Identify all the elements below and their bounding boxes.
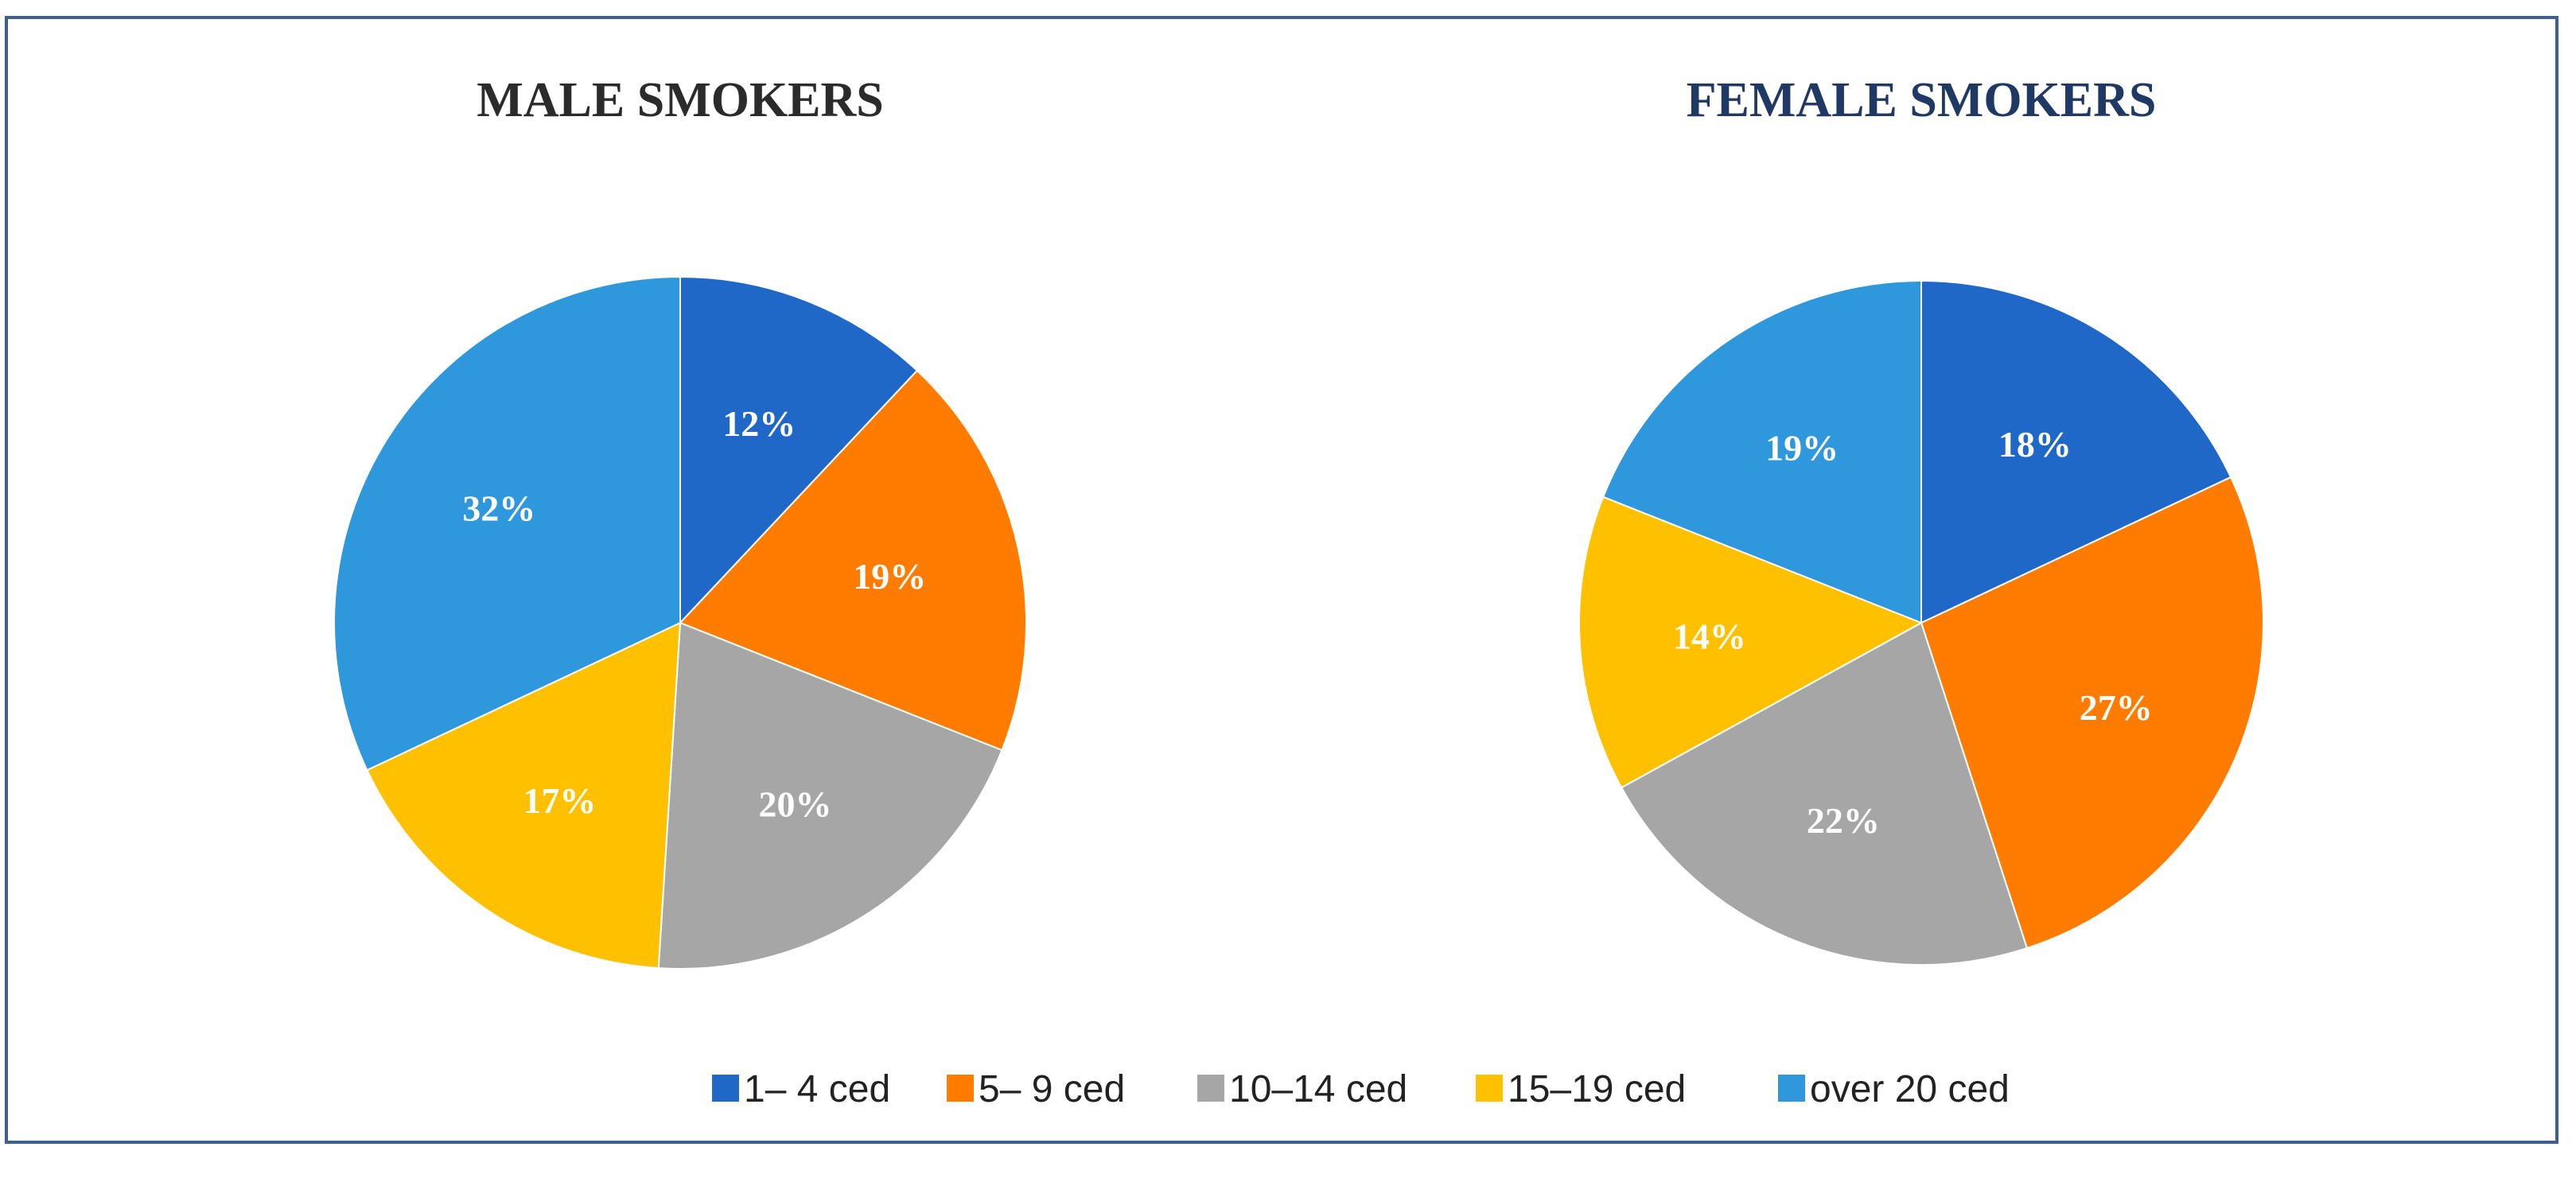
male-smokers-chart: MALE SMOKERS 12% 19% 20% 17% 32% (333, 73, 1027, 970)
legend-swatch (1778, 1075, 1805, 1102)
male-slice-label-10-14-ced: 20% (759, 784, 832, 825)
female-slice-1-4-ced (1920, 279, 2232, 624)
male-smokers-slice-labels: 12% 19% 20% 17% 32% (462, 403, 926, 824)
female-slice-label-15-19-ced: 14% (1673, 616, 1746, 657)
legend-label: 10–14 ced (1229, 1068, 1407, 1110)
legend-item-15-19-ced: 15–19 ced (1476, 1068, 1686, 1110)
male-smokers-slices (333, 275, 1027, 970)
female-smokers-slices (1578, 279, 2264, 966)
female-slice-label-5-9-ced: 27% (2080, 687, 2153, 728)
female-slice-label-over-20-ced: 19% (1765, 428, 1839, 469)
female-slice-15-19-ced (1578, 496, 1924, 789)
legend-label: 15–19 ced (1508, 1068, 1686, 1110)
legend-item-5-9-ced: 5– 9 ced (947, 1068, 1125, 1110)
male-slice-5-9-ced (679, 369, 1027, 752)
female-slice-over-20-ced (1601, 279, 1922, 624)
female-smokers-title: FEMALE SMOKERS (1687, 73, 2157, 127)
male-slice-label-5-9-ced: 19% (853, 556, 926, 597)
legend-label: 5– 9 ced (979, 1068, 1125, 1110)
female-slice-label-1-4-ced: 18% (1998, 424, 2072, 465)
male-slice-15-19-ced (366, 621, 682, 970)
female-smokers-slice-labels: 18% 27% 22% 14% 19% (1673, 424, 2153, 841)
male-smokers-title: MALE SMOKERS (477, 73, 884, 127)
legend-swatch (712, 1075, 739, 1102)
male-slice-label-over-20-ced: 32% (462, 488, 535, 529)
legend-item-10-14-ced: 10–14 ced (1197, 1068, 1407, 1110)
male-slice-over-20-ced (333, 275, 681, 772)
male-slice-label-1-4-ced: 12% (722, 403, 796, 444)
legend-label: over 20 ced (1810, 1068, 2010, 1110)
figure-frame (5, 16, 2558, 1144)
female-slice-label-10-14-ced: 22% (1807, 800, 1880, 841)
male-slice-10-14-ced (657, 621, 1003, 970)
male-slice-label-15-19-ced: 17% (523, 780, 596, 821)
female-slice-5-9-ced (1920, 476, 2264, 950)
legend-label: 1– 4 ced (744, 1068, 890, 1110)
legend-swatch (1197, 1075, 1224, 1102)
legend-item-1-4-ced: 1– 4 ced (712, 1068, 890, 1110)
legend-item-over-20-ced: over 20 ced (1778, 1068, 2010, 1110)
male-slice-1-4-ced (679, 275, 919, 625)
legend: 1– 4 ced 5– 9 ced 10–14 ced 15–19 ced over 2… (712, 1068, 2010, 1110)
female-smokers-chart: FEMALE SMOKERS 18% 27% 22% 14% 19% (1578, 73, 2264, 966)
female-slice-10-14-ced (1620, 621, 2029, 966)
legend-swatch (1476, 1075, 1503, 1102)
legend-swatch (947, 1075, 974, 1102)
